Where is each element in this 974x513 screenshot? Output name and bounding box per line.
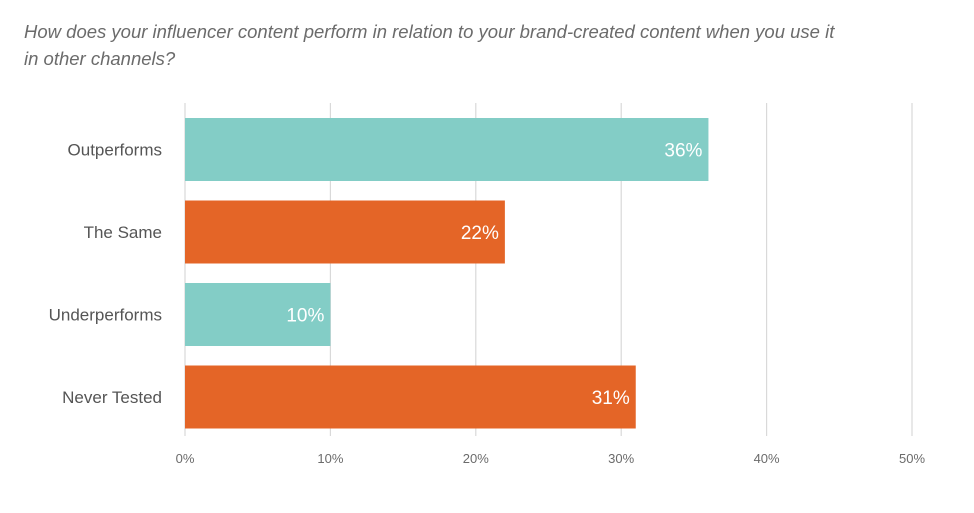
category-label-0: Outperforms <box>68 141 162 160</box>
bars <box>185 118 709 429</box>
value-label-1: 22% <box>461 223 499 244</box>
bar-2 <box>185 283 331 346</box>
x-tick-label-5: 50% <box>899 451 925 466</box>
chart-title: How does your influencer content perform… <box>24 21 835 69</box>
value-label-3: 31% <box>592 388 630 409</box>
category-label-1: The Same <box>84 223 162 242</box>
category-label-3: Never Tested <box>62 388 162 407</box>
x-tick-label-0: 0% <box>176 451 195 466</box>
category-label-2: Underperforms <box>49 306 162 325</box>
x-tick-label-3: 30% <box>608 451 634 466</box>
x-tick-label-2: 20% <box>463 451 489 466</box>
x-tick-label-4: 40% <box>754 451 780 466</box>
value-labels: 36% 22% 10% 31% <box>286 141 702 410</box>
category-labels: Outperforms The Same Underperforms Never Te… <box>49 141 162 408</box>
x-tick-label-1: 10% <box>317 451 343 466</box>
bar-3 <box>185 365 636 429</box>
bar-0 <box>185 118 709 181</box>
bar-1 <box>185 200 505 264</box>
x-axis-ticks: 0% 10% 20% 30% 40% 50% <box>176 451 926 466</box>
value-label-2: 10% <box>286 306 324 327</box>
value-label-0: 36% <box>664 141 702 162</box>
